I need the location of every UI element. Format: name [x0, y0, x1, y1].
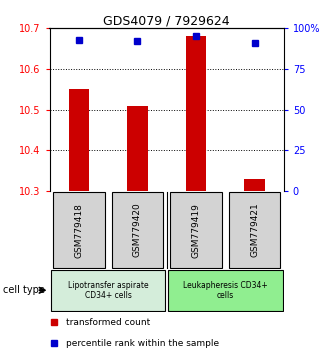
Text: cell type: cell type [3, 285, 45, 295]
Text: Lipotransfer aspirate
CD34+ cells: Lipotransfer aspirate CD34+ cells [68, 281, 148, 300]
FancyBboxPatch shape [53, 192, 105, 268]
Text: transformed count: transformed count [66, 318, 150, 327]
Bar [69, 89, 89, 191]
Text: GSM779421: GSM779421 [250, 203, 259, 257]
FancyBboxPatch shape [168, 270, 282, 311]
FancyBboxPatch shape [229, 192, 280, 268]
Bar [244, 179, 265, 191]
Text: Leukapheresis CD34+
cells: Leukapheresis CD34+ cells [183, 281, 268, 300]
FancyBboxPatch shape [112, 192, 163, 268]
Text: GSM779419: GSM779419 [191, 202, 200, 258]
Title: GDS4079 / 7929624: GDS4079 / 7929624 [103, 14, 230, 27]
Text: GSM779418: GSM779418 [74, 202, 83, 258]
Text: GSM779420: GSM779420 [133, 203, 142, 257]
Text: percentile rank within the sample: percentile rank within the sample [66, 339, 219, 348]
FancyBboxPatch shape [51, 270, 165, 311]
Bar [127, 105, 148, 191]
FancyBboxPatch shape [170, 192, 222, 268]
Bar [186, 36, 206, 191]
